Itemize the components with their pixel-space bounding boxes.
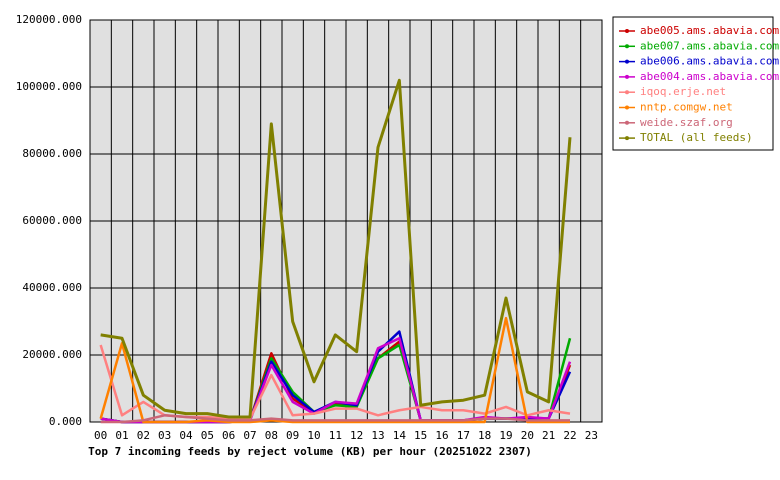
series-line <box>99 316 570 424</box>
y-tick-label: 120000.000 <box>16 13 82 26</box>
x-tick-label: 00 <box>94 429 107 442</box>
legend-label: abe004.ams.abavia.com <box>640 70 779 83</box>
x-tick-label: 18 <box>478 429 491 442</box>
x-tick-label: 10 <box>307 429 320 442</box>
legend-label: TOTAL (all feeds) <box>640 131 753 144</box>
y-tick-label: 0.000 <box>49 415 82 428</box>
x-tick-label: 08 <box>265 429 278 442</box>
x-tick-label: 06 <box>222 429 235 442</box>
legend-marker <box>625 44 629 49</box>
legend-label: nntp.comgw.net <box>640 101 733 114</box>
legend-marker <box>625 136 629 141</box>
legend-marker <box>625 105 629 110</box>
x-tick-label: 01 <box>115 429 128 442</box>
y-tick-label: 40000.000 <box>22 281 82 294</box>
x-tick-label: 07 <box>243 429 256 442</box>
x-tick-label: 20 <box>521 429 534 442</box>
x-tick-label: 03 <box>158 429 171 442</box>
x-tick-label: 14 <box>393 429 407 442</box>
x-tick-label: 11 <box>329 429 342 442</box>
legend-marker <box>625 59 629 64</box>
x-tick-label: 09 <box>286 429 299 442</box>
series-line <box>100 414 570 424</box>
legend-label: abe005.ams.abavia.com <box>640 24 779 37</box>
legend-label: iqoq.erje.net <box>640 85 726 98</box>
x-tick-label: 22 <box>563 429 576 442</box>
legend <box>612 16 774 151</box>
legend-label: weide.szaf.org <box>640 116 733 129</box>
x-tick-label: 13 <box>371 429 384 442</box>
y-tick-label: 80000.000 <box>22 147 82 160</box>
y-tick-label: 20000.000 <box>22 348 82 361</box>
x-tick-label: 02 <box>137 429 150 442</box>
x-tick-label: 16 <box>435 429 448 442</box>
series-line <box>100 78 572 419</box>
x-tick-label: 23 <box>585 429 598 442</box>
legend-label: abe006.ams.abavia.com <box>640 55 779 68</box>
legend-marker <box>625 120 629 125</box>
x-tick-label: 21 <box>542 429 555 442</box>
x-tick-label: 04 <box>179 429 193 442</box>
x-tick-label: 12 <box>350 429 363 442</box>
y-tick-label: 100000.000 <box>16 80 82 93</box>
x-tick-label: 19 <box>499 429 512 442</box>
x-tick-label: 17 <box>457 429 470 442</box>
chart-title: Top 7 incoming feeds by reject volume (K… <box>88 445 532 458</box>
legend-marker <box>625 29 629 33</box>
legend-marker <box>625 74 629 79</box>
legend-marker <box>625 90 629 95</box>
legend-label: abe007.ams.abavia.com <box>640 39 779 52</box>
y-tick-label: 60000.000 <box>22 214 82 227</box>
x-tick-label: 05 <box>201 429 214 442</box>
x-tick-label: 15 <box>414 429 427 442</box>
